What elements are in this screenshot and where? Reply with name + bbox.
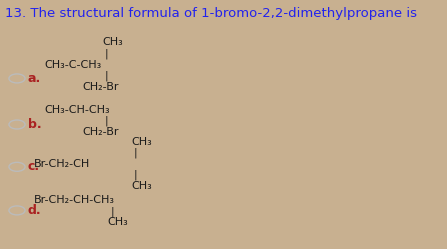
Text: CH₃-C-CH₃: CH₃-C-CH₃ (45, 60, 102, 70)
Text: |: | (111, 206, 114, 217)
Text: 13. The structural formula of 1-bromo-2,2-dimethylpropane is: 13. The structural formula of 1-bromo-2,… (5, 7, 417, 20)
Text: CH₂-Br: CH₂-Br (83, 82, 119, 92)
Text: Br-CH₂-CH-CH₃: Br-CH₂-CH-CH₃ (34, 195, 114, 205)
Text: c.: c. (28, 160, 40, 173)
Text: CH₃: CH₃ (107, 217, 128, 227)
Text: |: | (105, 116, 109, 126)
Text: |: | (105, 48, 109, 59)
Text: Br-CH₂-CH: Br-CH₂-CH (34, 159, 90, 169)
Text: CH₃: CH₃ (132, 137, 152, 147)
Text: |: | (134, 148, 138, 158)
Text: CH₃-CH-CH₃: CH₃-CH-CH₃ (45, 105, 110, 115)
Text: |: | (105, 71, 109, 81)
Text: |: | (134, 170, 138, 180)
Text: CH₃: CH₃ (132, 181, 152, 190)
Text: CH₃: CH₃ (103, 37, 123, 47)
Text: a.: a. (28, 72, 41, 85)
Text: d.: d. (28, 204, 41, 217)
Text: b.: b. (28, 118, 41, 131)
Text: CH₂-Br: CH₂-Br (83, 127, 119, 137)
